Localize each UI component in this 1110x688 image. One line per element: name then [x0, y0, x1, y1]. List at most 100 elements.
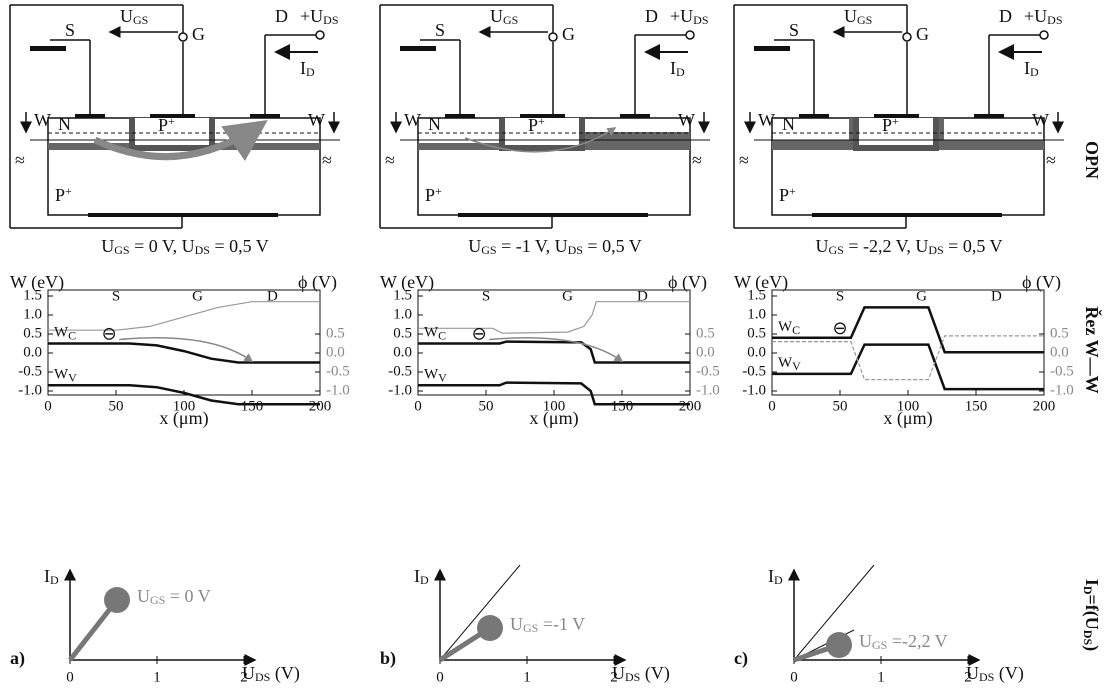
iv-uds-label-part: U — [966, 663, 979, 683]
condition-part: U — [815, 236, 828, 256]
source-contact — [445, 114, 475, 118]
pgate-label: P+ — [882, 114, 899, 135]
band-g: G — [562, 288, 573, 304]
ugs-label-part: GS — [133, 13, 148, 27]
iv-tick-label: 2 — [610, 669, 618, 685]
ugs-label-part: U — [120, 6, 133, 26]
condition-part: = -1 V, U — [497, 236, 568, 256]
depletion — [582, 132, 690, 150]
w-left-label: W — [758, 110, 775, 130]
y-tick-label: 1.5 — [393, 287, 412, 303]
y-axis-label: W (eV) — [380, 272, 434, 293]
iv-uds-label-part: (V) — [270, 663, 300, 684]
iv-ugs-label: UGS =-1 V — [510, 614, 585, 635]
band-d: D — [991, 288, 1002, 304]
y-tick-label: 1.0 — [747, 306, 766, 322]
wv-label-part: W — [778, 355, 793, 371]
y-tick-label: -1.0 — [388, 382, 412, 398]
gate-label: G — [916, 24, 929, 44]
electron-path — [464, 127, 617, 153]
side-label-iv-part: D — [1081, 586, 1095, 595]
uds-label-part: DS — [1047, 13, 1062, 27]
n-label: N — [58, 114, 71, 134]
uds-label-part: DS — [323, 13, 338, 27]
wc-label-part: W — [54, 325, 69, 341]
uds-label-part: +U — [300, 6, 323, 26]
potential-curve — [48, 301, 320, 331]
iv-id-label: ID — [768, 566, 783, 587]
condition-part: GS — [481, 243, 496, 257]
y2-tick-label: -0.5 — [1050, 363, 1074, 379]
iv-ugs-label-part: GS — [523, 621, 538, 635]
drain-contact — [250, 114, 280, 118]
condition-part: GS — [114, 243, 129, 257]
uds-label-part: DS — [693, 13, 708, 27]
bottom-contact — [458, 213, 648, 217]
uds-label: +UDS — [1024, 6, 1063, 27]
ugs-label-part: U — [490, 6, 503, 26]
iv-id-label-part: D — [420, 573, 429, 587]
y-tick-label: -1.0 — [742, 382, 766, 398]
psub-label-part: + — [65, 184, 72, 198]
psub-label-part: + — [789, 184, 796, 198]
source-contact — [799, 114, 829, 118]
pgate-label-part: P — [158, 115, 168, 135]
y-tick-label: 0.5 — [23, 325, 42, 341]
y-tick-label: -0.5 — [388, 363, 412, 379]
iv-tick-label: 0 — [66, 669, 74, 685]
pgate-label-part: P — [528, 115, 538, 135]
operating-point — [104, 587, 130, 613]
id-label-part: D — [306, 65, 315, 79]
iv-ugs-label-part: U — [510, 614, 523, 634]
source-contact — [75, 114, 105, 118]
iv-uds-label: UDS (V) — [612, 663, 670, 684]
y2-tick-label: -1.0 — [326, 382, 350, 398]
iv-ugs-label-part: GS — [872, 638, 887, 652]
terminal — [548, 32, 558, 42]
source-label: S — [789, 20, 799, 40]
iv-uds-label: UDS (V) — [966, 663, 1024, 684]
gate-contact — [520, 114, 565, 118]
wc-label-part: W — [778, 319, 793, 335]
wc-label: WC — [778, 319, 800, 337]
condition-part: = -2,2 V, U — [844, 236, 929, 256]
conduction-band — [418, 340, 690, 364]
iv-ugs-label: UGS =-2,2 V — [859, 631, 948, 652]
pgate-label-part: P — [882, 115, 892, 135]
x-tick-label: 0 — [768, 398, 776, 414]
condition-part: DS — [195, 243, 210, 257]
iv-id-label-part: D — [774, 573, 783, 587]
psub-label: P+ — [425, 184, 442, 205]
y2-axis-label: ϕ (V) — [298, 272, 337, 293]
iv-ugs-label-part: =-1 V — [538, 614, 585, 634]
bottom-contact — [88, 213, 278, 217]
ground — [400, 46, 436, 51]
wv-label-part: W — [54, 367, 69, 383]
y2-tick-label: 0.0 — [326, 344, 345, 360]
operating-point — [477, 615, 503, 641]
wc-label: WC — [54, 325, 76, 343]
source-label: S — [65, 20, 75, 40]
x-tick-label: 100 — [173, 398, 196, 414]
drain-label: D — [645, 6, 658, 26]
y-tick-label: 0.5 — [747, 325, 766, 341]
wc-label-part: C — [438, 329, 446, 343]
psub-label-part: P — [55, 185, 65, 205]
wv-label: WV — [778, 355, 801, 373]
condition-part: DS — [928, 243, 943, 257]
x-tick-label: 150 — [241, 398, 264, 414]
panel-letter: b) — [380, 648, 396, 669]
y2-tick-label: 0.5 — [1050, 325, 1069, 341]
pgate-label: P+ — [528, 114, 545, 135]
y-tick-label: 1.5 — [747, 287, 766, 303]
y2-tick-label: 0.0 — [696, 344, 715, 360]
x-tick-label: 0 — [44, 398, 52, 414]
iv-uds-label-part: DS — [979, 670, 994, 684]
iv-tick-label: 2 — [964, 669, 972, 685]
psub-label-part: P — [425, 185, 435, 205]
x-axis-label: x (μm) — [159, 408, 208, 429]
iv-uds-label-part: (V) — [994, 663, 1024, 684]
terminal — [685, 30, 695, 40]
iv-tick-label: 0 — [436, 669, 444, 685]
y2-tick-label: -0.5 — [696, 363, 720, 379]
